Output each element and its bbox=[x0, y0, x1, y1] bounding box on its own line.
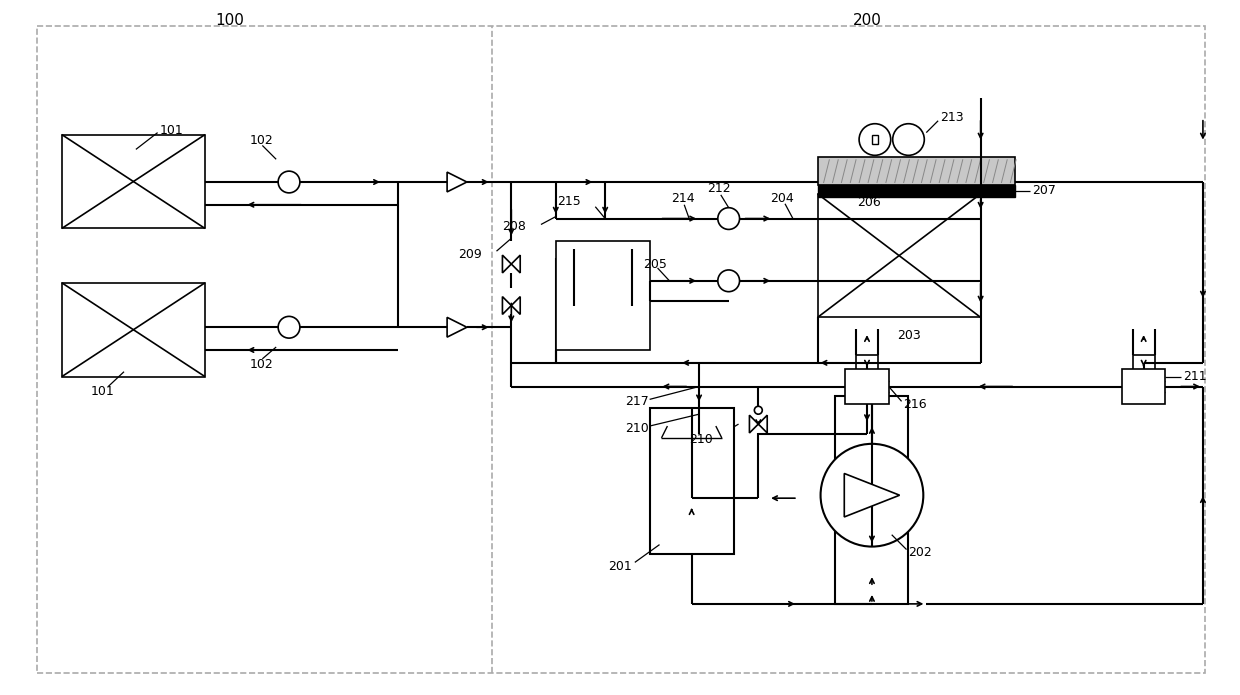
Polygon shape bbox=[749, 415, 759, 433]
Text: 201: 201 bbox=[608, 560, 632, 573]
Circle shape bbox=[859, 124, 890, 155]
Polygon shape bbox=[502, 297, 511, 314]
Text: 217: 217 bbox=[625, 395, 649, 408]
Circle shape bbox=[278, 316, 300, 338]
Circle shape bbox=[278, 171, 300, 193]
Circle shape bbox=[821, 444, 924, 546]
Text: 102: 102 bbox=[249, 134, 273, 147]
Circle shape bbox=[718, 208, 739, 229]
Text: 210: 210 bbox=[689, 434, 713, 446]
Text: 214: 214 bbox=[671, 193, 694, 205]
Text: 209: 209 bbox=[458, 247, 481, 261]
Bar bbox=[650, 408, 734, 555]
Text: 203: 203 bbox=[897, 329, 920, 342]
Polygon shape bbox=[448, 318, 466, 337]
Bar bbox=[817, 194, 981, 318]
Bar bbox=[817, 157, 1016, 185]
Circle shape bbox=[893, 124, 924, 155]
Polygon shape bbox=[844, 473, 899, 517]
Bar bbox=[817, 185, 1016, 197]
Circle shape bbox=[754, 407, 763, 414]
Text: 207: 207 bbox=[1032, 184, 1056, 197]
Text: 213: 213 bbox=[940, 111, 963, 124]
Polygon shape bbox=[448, 172, 466, 192]
Bar bbox=[556, 241, 650, 350]
Polygon shape bbox=[759, 415, 768, 433]
Text: 202: 202 bbox=[909, 546, 932, 559]
Text: 211: 211 bbox=[1183, 370, 1207, 383]
Text: 101: 101 bbox=[91, 385, 114, 398]
Bar bbox=[62, 135, 205, 229]
Polygon shape bbox=[502, 255, 511, 273]
Bar bbox=[1122, 369, 1166, 404]
Text: 101: 101 bbox=[160, 124, 184, 137]
Bar bbox=[872, 135, 878, 145]
Text: 200: 200 bbox=[853, 13, 882, 28]
Text: 208: 208 bbox=[502, 220, 526, 233]
Bar bbox=[62, 283, 205, 377]
Bar bbox=[836, 396, 909, 604]
Text: 100: 100 bbox=[216, 13, 244, 28]
Bar bbox=[846, 369, 889, 404]
Circle shape bbox=[718, 270, 739, 292]
Text: 212: 212 bbox=[707, 182, 730, 195]
Text: 102: 102 bbox=[249, 359, 273, 371]
Text: 205: 205 bbox=[642, 258, 667, 270]
Text: 210: 210 bbox=[625, 422, 649, 434]
Polygon shape bbox=[511, 297, 521, 314]
Polygon shape bbox=[511, 255, 521, 273]
Text: 204: 204 bbox=[770, 193, 794, 205]
Text: 206: 206 bbox=[857, 196, 880, 209]
Text: 216: 216 bbox=[904, 398, 928, 411]
Text: 215: 215 bbox=[557, 195, 580, 208]
